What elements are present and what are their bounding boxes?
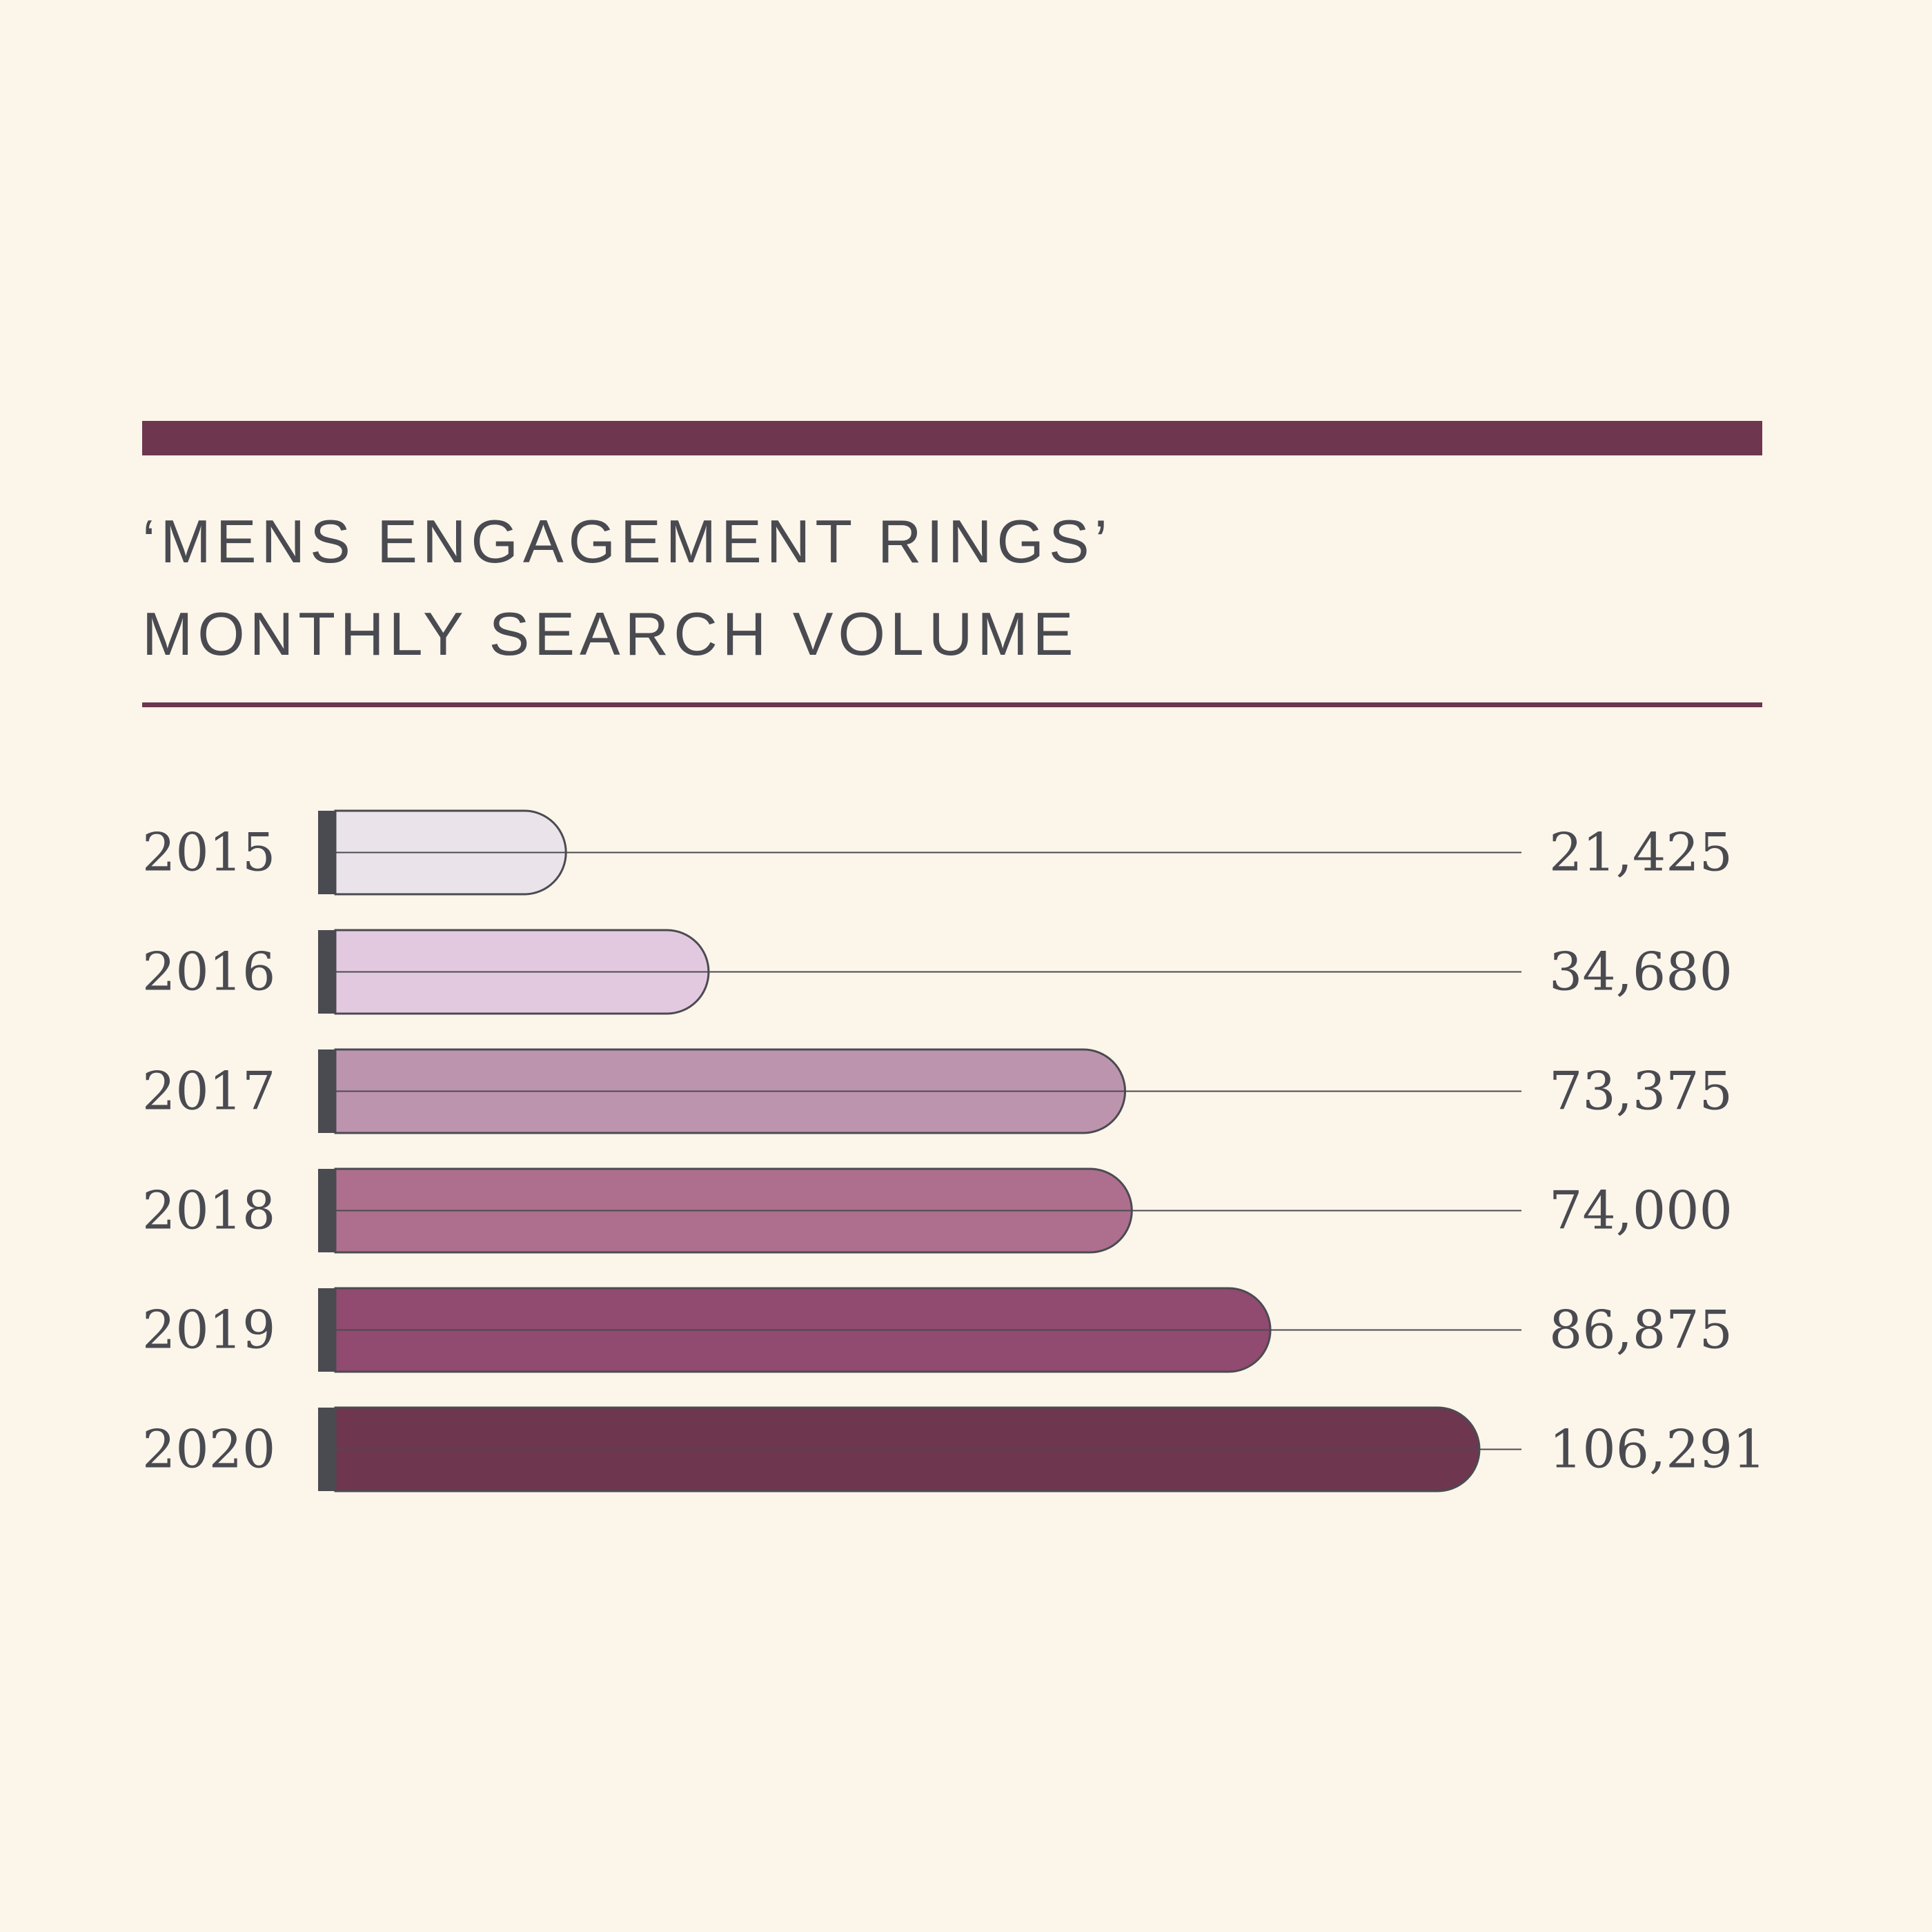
bar-cap bbox=[318, 811, 335, 894]
value-label: 86,875 bbox=[1549, 1299, 1733, 1361]
category-label: 2019 bbox=[142, 1299, 275, 1361]
category-label: 2018 bbox=[142, 1180, 275, 1241]
bar-row: 2015 21,425 bbox=[142, 809, 1733, 896]
bar-row: 2020 106,291 bbox=[142, 1406, 1766, 1492]
value-label: 73,375 bbox=[1549, 1061, 1733, 1122]
top-accent-bar bbox=[142, 421, 1762, 455]
bar-cap bbox=[318, 1169, 335, 1252]
category-label: 2017 bbox=[142, 1061, 275, 1122]
category-label: 2020 bbox=[142, 1419, 275, 1480]
chart-title-line-2: MONTHLY SEARCH VOLUME bbox=[142, 600, 1078, 668]
value-label: 21,425 bbox=[1549, 822, 1733, 883]
bar-row: 2019 86,875 bbox=[142, 1287, 1733, 1373]
category-label: 2015 bbox=[142, 822, 275, 883]
category-label: 2016 bbox=[142, 941, 275, 1003]
value-label: 74,000 bbox=[1549, 1180, 1733, 1241]
bar-row: 2016 34,680 bbox=[142, 929, 1733, 1015]
bar-cap bbox=[318, 1408, 335, 1491]
title-divider bbox=[142, 702, 1762, 707]
chart-title: ‘MENS ENGAGEMENT RINGS’ MONTHLY SEARCH V… bbox=[142, 495, 1112, 680]
bar-cap bbox=[318, 1288, 335, 1372]
value-label: 34,680 bbox=[1549, 941, 1733, 1003]
chart-title-line-1: ‘MENS ENGAGEMENT RINGS’ bbox=[142, 507, 1113, 575]
bar-row: 2017 73,375 bbox=[142, 1048, 1733, 1134]
bar-cap bbox=[318, 1049, 335, 1133]
value-label: 106,291 bbox=[1549, 1419, 1766, 1480]
bar-row: 2018 74,000 bbox=[142, 1167, 1733, 1254]
bar-cap bbox=[318, 930, 335, 1014]
